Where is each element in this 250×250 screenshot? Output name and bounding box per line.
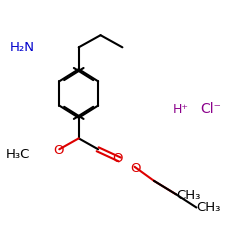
Text: O: O: [130, 162, 141, 175]
Text: H⁺: H⁺: [173, 103, 189, 116]
Text: CH₃: CH₃: [176, 189, 200, 202]
Text: O: O: [112, 152, 122, 165]
Text: Cl⁻: Cl⁻: [200, 102, 222, 116]
Text: H₃C: H₃C: [6, 148, 30, 161]
Text: H₂N: H₂N: [10, 41, 35, 54]
Text: CH₃: CH₃: [196, 201, 221, 214]
Text: O: O: [53, 144, 63, 157]
